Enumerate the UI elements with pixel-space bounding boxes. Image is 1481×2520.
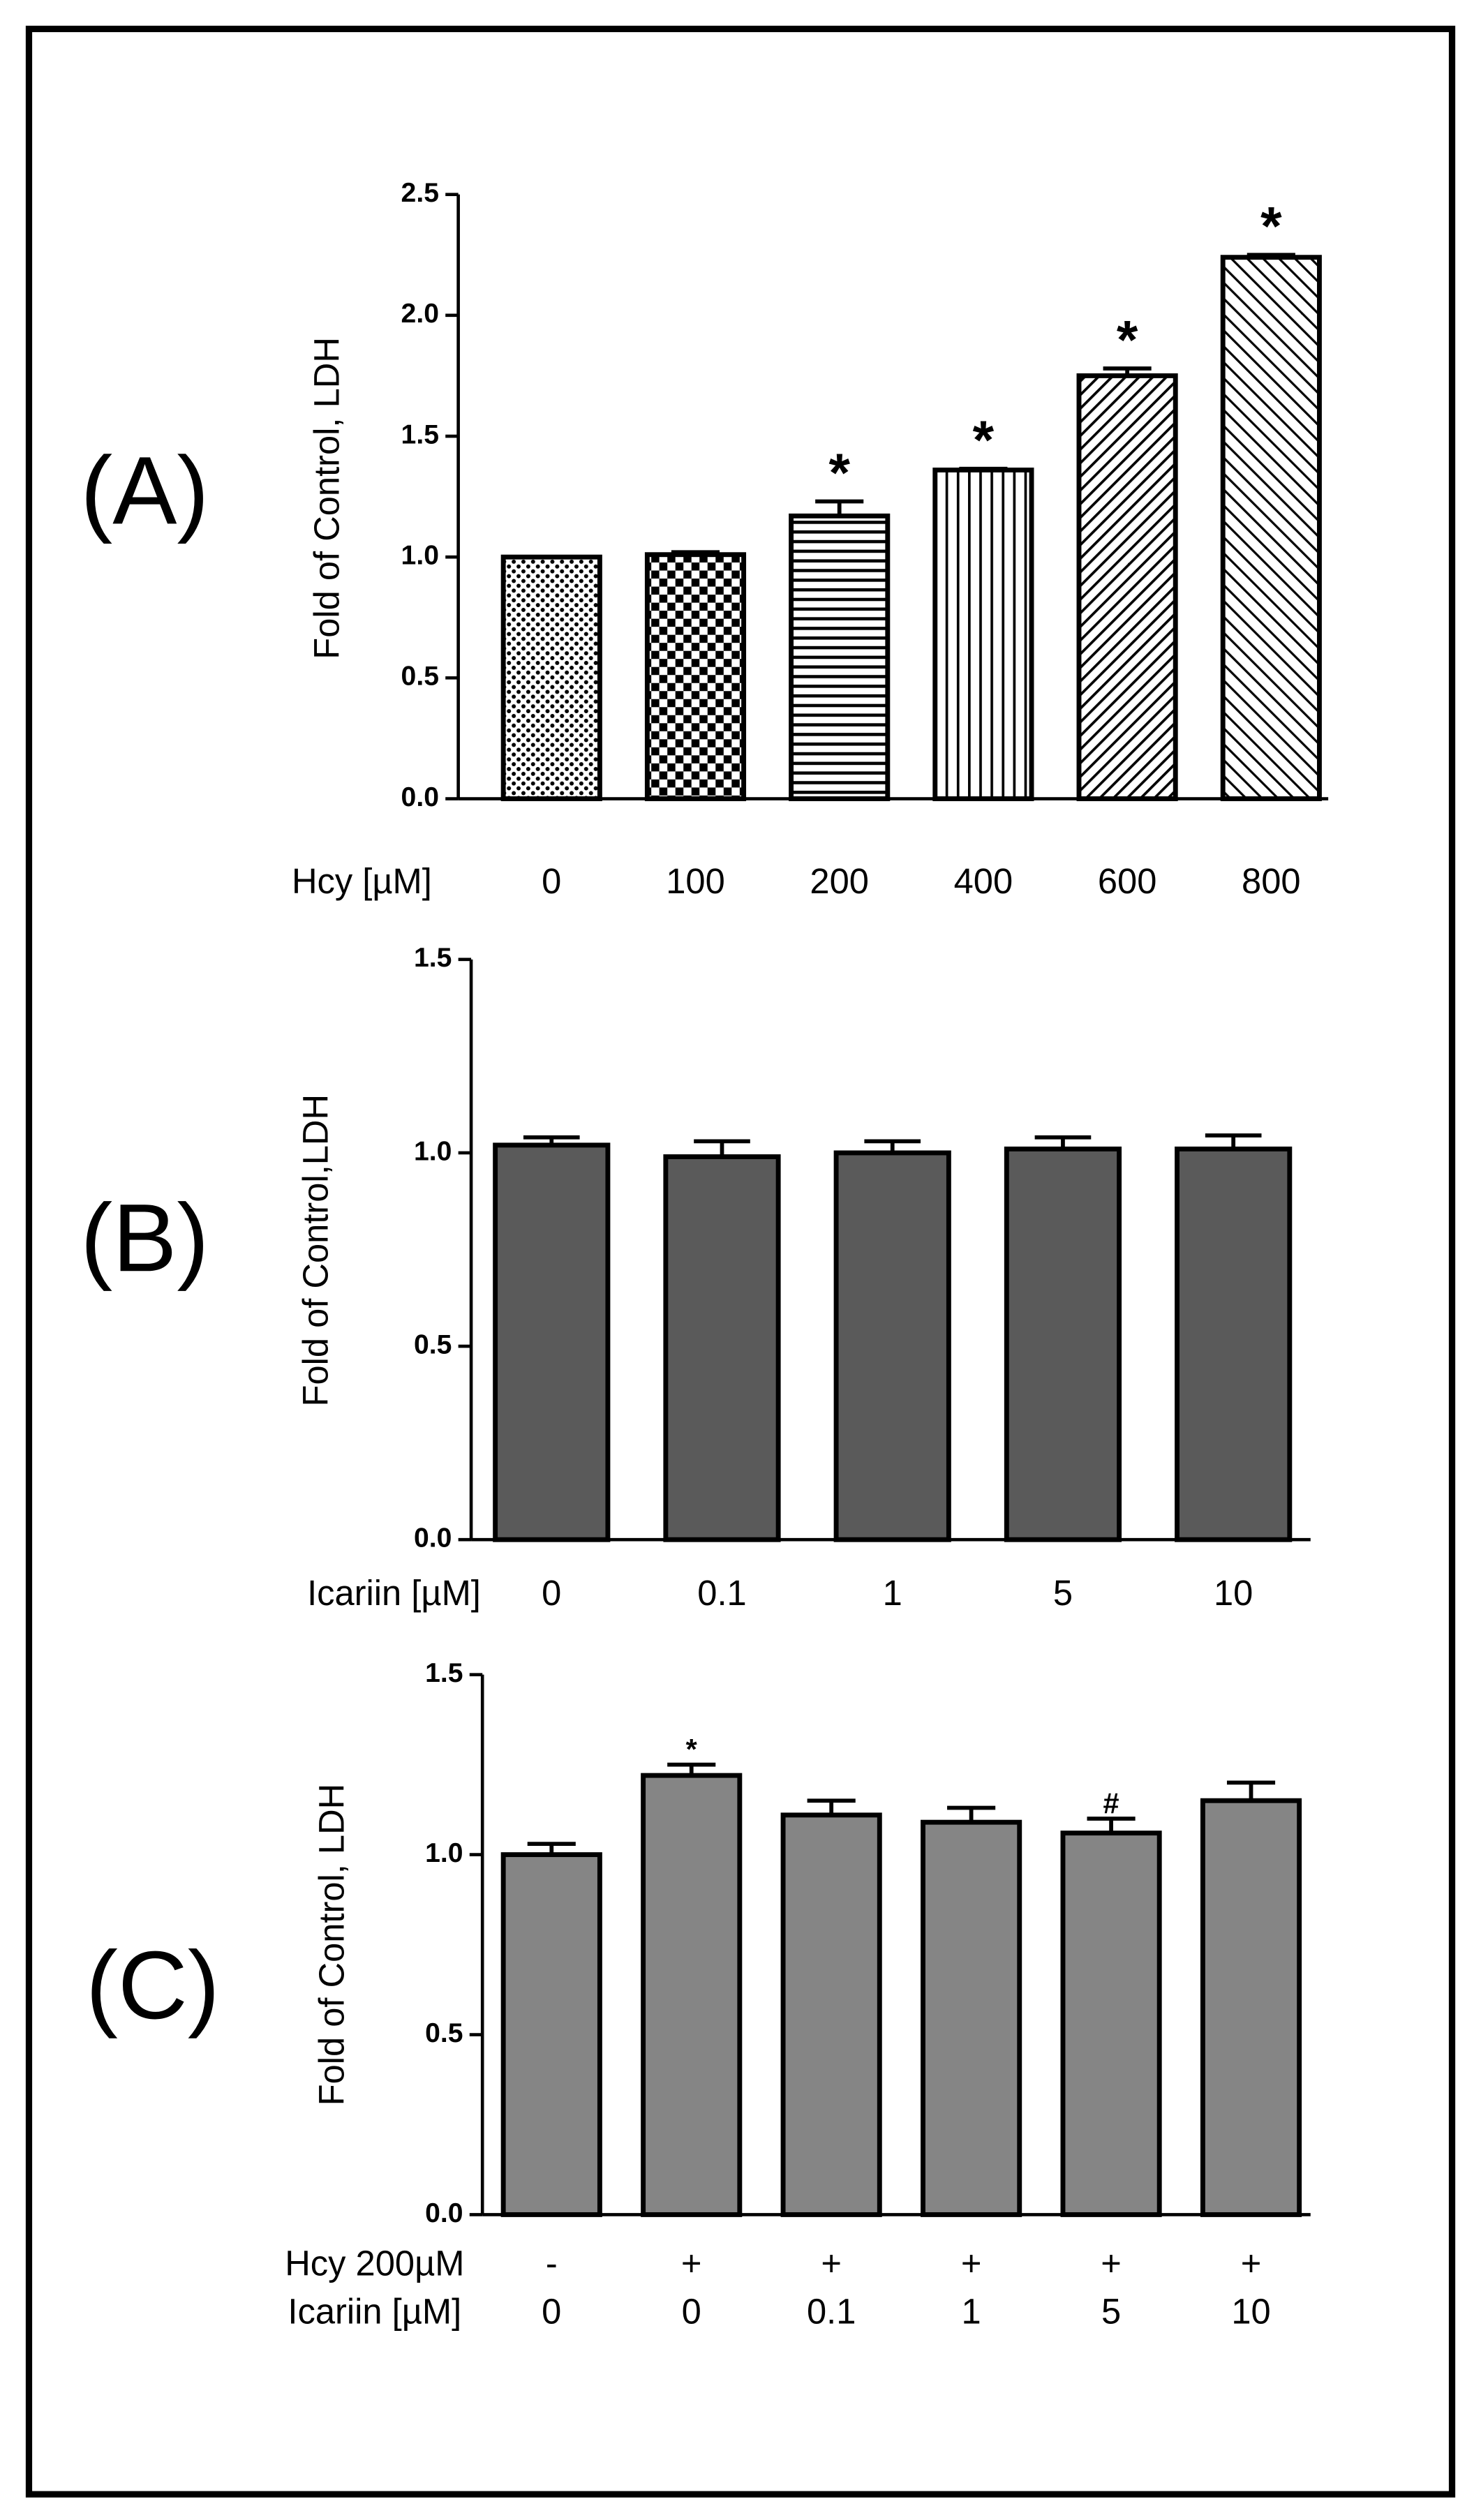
x-row-name: Icariin [µM]	[288, 2292, 461, 2332]
bar	[1060, 1831, 1162, 2217]
y-tick-label: 1.5	[425, 1658, 463, 1688]
y-tick-label: 0.0	[401, 782, 439, 812]
x-tick-label: -	[546, 2244, 558, 2283]
x-tick-label: 200	[810, 861, 869, 901]
y-axis-label: Fold of Control,LDH	[296, 1094, 336, 1407]
bar	[1004, 1146, 1122, 1542]
bar	[921, 1819, 1022, 2217]
y-tick-label: 1.5	[414, 943, 452, 973]
y-tick-label: 0.5	[401, 662, 439, 692]
y-tick-label: 0.0	[425, 2198, 463, 2228]
bar	[663, 1154, 781, 1542]
panel-label: (C)	[86, 1932, 220, 2039]
bar	[932, 468, 1034, 802]
x-tick-label: 1	[962, 2292, 981, 2332]
annotation: *	[1117, 308, 1138, 370]
x-tick-label: 10	[1231, 2292, 1270, 2332]
bar	[1175, 1146, 1293, 1542]
bar	[500, 1852, 602, 2217]
x-tick-label: 10	[1214, 1573, 1253, 1613]
x-tick-label: 1	[883, 1573, 902, 1613]
y-tick-label: 1.0	[414, 1136, 452, 1166]
bar	[493, 1142, 611, 1542]
y-tick-label: 0.0	[414, 1523, 452, 1553]
x-tick-label: +	[821, 2244, 842, 2283]
annotation: *	[973, 409, 995, 470]
bar	[641, 1773, 743, 2217]
bar	[789, 513, 891, 802]
frame	[25, 25, 1456, 2498]
y-tick-label: 1.0	[401, 541, 439, 571]
bar	[644, 552, 747, 802]
x-tick-label: 0	[542, 861, 561, 901]
y-tick-label: 0.5	[425, 2018, 463, 2048]
x-tick-label: 0	[542, 2292, 561, 2332]
x-tick-label: 800	[1242, 861, 1301, 901]
x-axis-label: Hcy [µM]	[292, 861, 432, 901]
x-tick-label: 600	[1098, 861, 1157, 901]
annotation: *	[686, 1733, 698, 1766]
x-tick-label: 400	[954, 861, 1013, 901]
y-tick-label: 0.5	[414, 1329, 452, 1359]
x-tick-label: +	[961, 2244, 982, 2283]
bar	[1200, 1798, 1302, 2217]
x-tick-label: +	[681, 2244, 702, 2283]
panel-label: (B)	[80, 1184, 209, 1292]
x-tick-label: 5	[1053, 1573, 1073, 1613]
bar	[1076, 373, 1178, 802]
x-axis-label: Icariin [µM]	[307, 1573, 481, 1613]
y-tick-label: 1.5	[401, 419, 439, 449]
bar	[1220, 255, 1322, 802]
y-tick-label: 2.5	[401, 178, 439, 208]
x-tick-label: +	[1241, 2244, 1262, 2283]
x-tick-label: 5	[1101, 2292, 1121, 2332]
x-row-name: Hcy 200µM	[285, 2244, 464, 2283]
bar	[780, 1812, 882, 2217]
x-tick-label: 0.1	[697, 1573, 746, 1613]
annotation: #	[1103, 1787, 1119, 1819]
panel-label: (A)	[80, 437, 209, 544]
annotation: *	[828, 442, 850, 503]
y-tick-label: 2.0	[401, 299, 439, 329]
x-tick-label: 0.1	[807, 2292, 856, 2332]
bar	[500, 554, 602, 802]
y-tick-label: 1.0	[425, 1838, 463, 1868]
x-tick-label: 100	[666, 861, 725, 901]
bar	[833, 1150, 951, 1542]
y-axis-label: Fold of Control, LDH	[307, 337, 347, 659]
x-tick-label: 0	[682, 2292, 701, 2332]
y-axis-label: Fold of Control, LDH	[312, 1784, 352, 2106]
x-tick-label: +	[1101, 2244, 1122, 2283]
annotation: *	[1260, 195, 1282, 257]
x-tick-label: 0	[542, 1573, 561, 1613]
